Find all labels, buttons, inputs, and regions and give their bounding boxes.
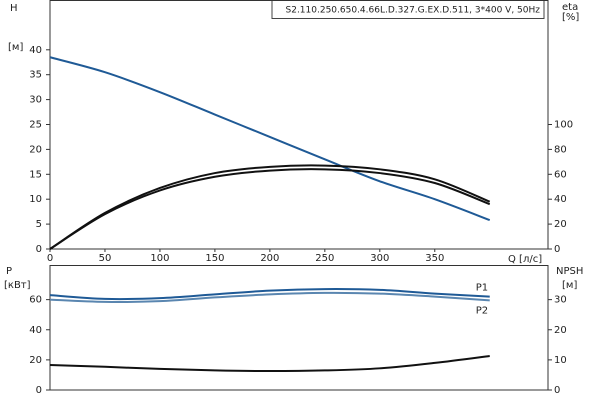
y2-tick-label: 0 — [554, 385, 560, 396]
plot-frame — [49, 0, 549, 250]
y-tick-label: 25 — [29, 120, 42, 131]
plot-frame — [49, 265, 549, 391]
y-tick-label: 60 — [29, 295, 42, 306]
y-label: P — [6, 266, 12, 277]
series-line — [49, 291, 490, 303]
y-tick-label: 15 — [29, 169, 42, 180]
y2-label: NPSH — [556, 266, 583, 277]
chart-title: S2.110.250.650.4.66L.D.327.G.EX.D.511, 3… — [286, 6, 541, 16]
legend-label: P2 — [476, 305, 488, 316]
x-label: Q [л/с] — [508, 254, 542, 265]
y2-tick-label: 20 — [554, 219, 567, 230]
y-tick-label: 20 — [29, 355, 42, 366]
y2-tick-label: 30 — [554, 295, 567, 306]
x-tick-label: 250 — [315, 253, 334, 264]
y-tick-label: 35 — [29, 70, 42, 81]
series-line — [49, 56, 491, 222]
x-tick-label: 100 — [150, 253, 169, 264]
series-line — [49, 288, 490, 301]
y-tick-label: 0 — [36, 244, 42, 255]
y-tick-label: 20 — [29, 144, 42, 155]
y-tick-label: 5 — [36, 219, 42, 230]
y2-tick-label: 10 — [554, 355, 567, 366]
x-tick-label: 200 — [260, 253, 279, 264]
series-line — [49, 164, 491, 250]
y-unit: [м] — [8, 42, 23, 53]
y2-tick-label: 0 — [554, 244, 560, 255]
x-tick-label: 350 — [425, 253, 444, 264]
y-tick-label: 10 — [29, 194, 42, 205]
y-tick-label: 40 — [29, 45, 42, 56]
y-tick-label: 0 — [36, 385, 42, 396]
series-line — [49, 354, 490, 373]
y2-unit: [%] — [562, 12, 579, 23]
y2-unit: [м] — [562, 280, 577, 291]
y2-tick-label: 40 — [554, 194, 567, 205]
series-line — [49, 168, 491, 250]
x-tick-label: 0 — [47, 253, 53, 264]
y2-tick-label: 20 — [554, 325, 567, 336]
legend-label: P1 — [476, 283, 488, 294]
y-tick-label: 30 — [29, 95, 42, 106]
y-label: H — [10, 3, 18, 14]
y2-label: eta — [562, 2, 578, 13]
y-tick-label: 40 — [29, 325, 42, 336]
y-unit: [кВт] — [4, 280, 31, 291]
y2-tick-label: 80 — [554, 144, 567, 155]
y2-tick-label: 100 — [554, 120, 573, 131]
x-tick-label: 150 — [205, 253, 224, 264]
y2-tick-label: 60 — [554, 169, 567, 180]
x-tick-label: 50 — [99, 253, 112, 264]
x-tick-label: 300 — [370, 253, 389, 264]
